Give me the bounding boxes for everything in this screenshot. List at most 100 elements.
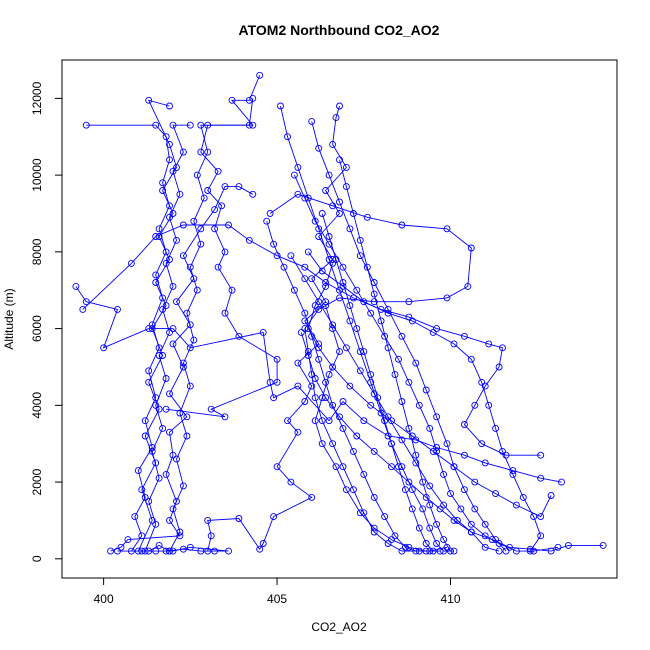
data-point xyxy=(311,394,319,402)
data-point xyxy=(301,325,309,333)
data-point xyxy=(169,167,177,175)
data-point xyxy=(159,424,167,432)
data-point xyxy=(377,317,385,325)
data-point xyxy=(537,532,545,540)
data-point xyxy=(207,405,215,413)
data-point xyxy=(325,371,333,379)
data-point xyxy=(356,252,364,260)
data-point xyxy=(245,96,253,104)
data-point xyxy=(186,543,194,551)
data-point xyxy=(176,409,184,417)
data-point xyxy=(318,417,326,425)
data-point xyxy=(436,547,444,555)
data-point xyxy=(405,424,413,432)
data-point xyxy=(277,102,284,110)
data-point xyxy=(481,543,489,551)
data-point xyxy=(339,263,347,271)
series-line xyxy=(280,105,454,552)
x-axis: 400 405 410 xyxy=(94,577,461,606)
data-point xyxy=(336,348,343,356)
data-point xyxy=(290,171,298,179)
data-point xyxy=(162,302,170,310)
data-point xyxy=(360,417,368,425)
data-point xyxy=(384,413,392,421)
data-point xyxy=(519,493,527,501)
data-point xyxy=(173,236,180,244)
data-point xyxy=(162,375,170,382)
data-point xyxy=(346,302,354,310)
data-point xyxy=(356,236,364,244)
data-point xyxy=(301,275,309,283)
data-point xyxy=(502,547,510,555)
data-point xyxy=(408,505,416,513)
x-tick-label: 410 xyxy=(440,592,460,606)
data-point xyxy=(211,206,219,214)
data-point xyxy=(332,114,340,122)
data-point xyxy=(287,478,295,486)
data-point xyxy=(467,244,475,252)
data-point xyxy=(367,401,375,409)
data-point xyxy=(499,344,506,352)
data-point xyxy=(249,190,257,198)
data-point xyxy=(169,451,177,459)
series-2 xyxy=(141,121,194,555)
data-point xyxy=(114,305,121,313)
x-axis-label: CO2_AO2 xyxy=(311,620,367,634)
data-point xyxy=(270,240,278,248)
data-point xyxy=(395,463,402,471)
series-line xyxy=(82,224,541,456)
data-point xyxy=(436,505,444,513)
data-point xyxy=(179,363,187,371)
data-point xyxy=(204,516,212,524)
data-point xyxy=(301,317,309,325)
y-tick-label: 0 xyxy=(30,555,44,562)
series-9 xyxy=(79,221,545,459)
data-point xyxy=(339,282,347,290)
data-point xyxy=(398,547,406,555)
data-point xyxy=(408,486,416,494)
data-point xyxy=(329,363,337,371)
data-point xyxy=(72,282,80,290)
data-point xyxy=(152,401,160,409)
series-10 xyxy=(297,328,607,555)
data-point xyxy=(179,221,187,229)
data-point xyxy=(478,440,486,448)
data-point xyxy=(179,148,187,156)
data-point xyxy=(405,478,413,486)
series-line xyxy=(290,255,500,552)
data-point xyxy=(353,325,361,333)
data-point xyxy=(186,344,194,352)
data-point xyxy=(353,286,361,294)
data-point xyxy=(349,447,357,455)
data-point xyxy=(131,513,139,521)
data-point xyxy=(315,355,323,363)
data-point xyxy=(308,371,316,379)
data-point xyxy=(190,217,198,225)
data-point xyxy=(284,417,291,425)
data-point xyxy=(460,332,468,340)
data-point xyxy=(197,225,205,233)
data-point xyxy=(339,463,347,471)
data-point xyxy=(329,259,337,267)
data-point xyxy=(308,117,316,125)
data-point xyxy=(384,344,392,352)
data-point xyxy=(412,436,420,444)
data-point xyxy=(336,210,343,217)
data-point xyxy=(391,371,399,379)
data-point xyxy=(332,463,340,471)
data-point xyxy=(558,478,565,486)
data-point xyxy=(370,298,378,306)
data-point xyxy=(391,532,399,540)
data-point xyxy=(280,263,288,271)
data-point xyxy=(443,225,451,233)
data-point xyxy=(318,267,326,275)
data-point xyxy=(301,309,309,317)
data-point xyxy=(440,536,448,544)
data-point xyxy=(315,344,323,352)
series-line xyxy=(144,124,191,552)
data-point xyxy=(315,144,323,152)
data-point xyxy=(346,382,354,390)
series-line xyxy=(293,174,559,552)
data-point xyxy=(405,378,413,386)
series-line xyxy=(307,263,552,518)
